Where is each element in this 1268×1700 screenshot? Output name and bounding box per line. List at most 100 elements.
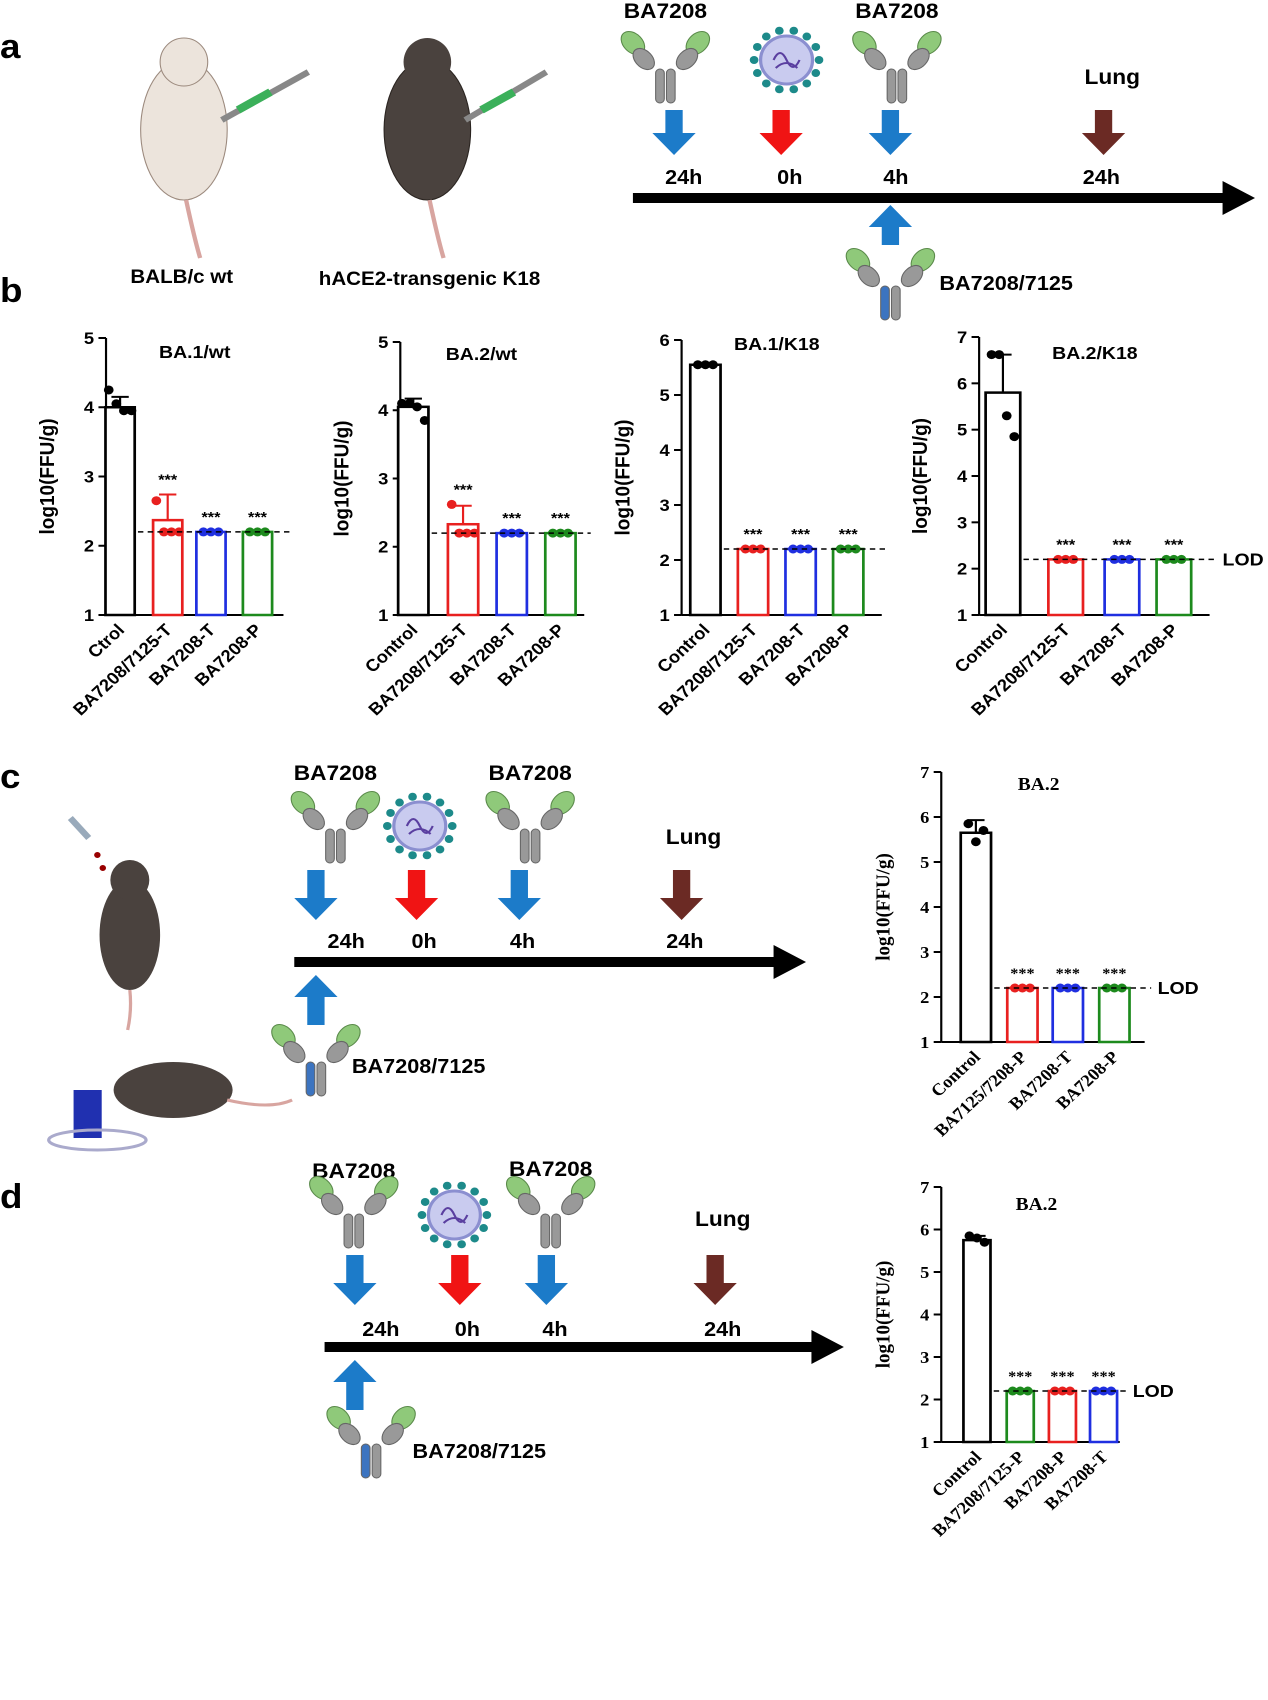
virus-spike [761,79,771,88]
antibody-stem [655,68,665,104]
arrow [294,975,338,1025]
lung-label: Lung [695,1207,750,1231]
virus-spike [761,32,771,41]
lung-label: Lung [1084,65,1139,89]
panel-letter: c [0,757,20,795]
arrow [438,1255,482,1305]
data-point [126,406,137,416]
time-label: 0h [411,931,436,953]
data-point [514,528,525,538]
virus-spike [408,792,417,801]
data-point [1025,983,1035,993]
antibody-stem [530,828,541,864]
y-tick-label: 4 [957,467,967,486]
antibody-arm [326,1040,349,1064]
antibody-arm [907,47,930,71]
antibody-stem [886,68,897,104]
y-axis-label: log10(FFU/g) [612,419,635,535]
y-tick-label: 6 [920,1220,929,1239]
significance: *** [502,511,522,527]
category-label: Control [950,620,1011,676]
antibody-arm [320,1192,344,1216]
y-tick-label: 1 [920,1433,929,1452]
virus-spike [422,792,432,801]
bar-chart: BA.2log10(FFU/g)1234567ControlBA7208/712… [872,1178,1174,1540]
antibody-label: BA7208 [624,0,707,23]
data-point [1001,411,1012,421]
virus-icon [749,26,824,94]
antibody-stem [890,285,901,321]
y-tick-label: 7 [920,1178,929,1197]
y-tick-label: 1 [957,606,967,625]
significance: *** [1008,1369,1033,1385]
virus-rna [405,818,434,835]
time-label: 24h [704,1319,741,1341]
data-point [972,1233,982,1243]
bar [241,530,274,617]
antibody-label: BA7208 [312,1159,395,1183]
antibody-arm [632,47,655,71]
data-point [843,544,854,554]
y-tick-label: 5 [659,386,669,405]
chart-title: BA.2/K18 [1052,343,1138,363]
antibody-stem [305,1061,316,1097]
y-axis-label: log10(FFU/g) [910,418,933,534]
virus-icon [382,792,457,860]
data-point [1017,983,1028,993]
virus-spike [752,42,762,51]
bar [688,363,722,617]
virus-spike [470,1187,479,1196]
virus-spike [789,85,799,94]
y-tick-label: 3 [957,513,967,532]
bar [446,522,480,617]
significance: *** [551,511,571,527]
y-tick-label: 1 [920,1033,929,1052]
virus-spike [420,1197,430,1206]
mouse-illustration [47,37,549,1152]
antibody-label: BA7208 [855,0,938,23]
virus-spike [442,1240,452,1249]
y-tick-label: 2 [659,551,669,570]
virus-spike [386,808,395,817]
virus-spike [420,1224,430,1233]
antibody-stem [371,1443,382,1479]
data-point [803,544,814,554]
bar [1155,558,1193,617]
antibody-arm [302,807,325,831]
bar [1097,986,1131,1044]
time-label: 0h [455,1319,480,1341]
bar [396,405,430,617]
bar-chart: BA.2/K18log10(FFU/g)1234567ControlBA7208… [910,328,1264,720]
antibody-arm [497,807,520,831]
y-tick-label: 2 [957,559,967,578]
virus-spike [417,1211,427,1219]
antibody-arm [338,1422,361,1446]
panel-letter: d [0,1177,22,1215]
bar [1047,558,1085,617]
virus-spike [429,1234,439,1243]
time-label: 24h [1083,167,1120,189]
antibody-stem [354,1213,365,1249]
significance: *** [158,472,178,488]
data-point [119,406,129,416]
arrow [333,1255,377,1305]
chart-title: BA.1/K18 [734,334,820,354]
virus-spike [442,1181,452,1190]
bar-chart: BA.1/K18log10(FFU/g)123456ControlBA7208/… [612,331,889,719]
data-point [795,544,806,554]
significance: *** [454,482,474,498]
significance: *** [839,527,859,543]
bar [784,547,818,617]
virus-spike [752,69,762,78]
y-tick-label: 2 [920,1390,929,1409]
bar [543,531,577,617]
virus-spike [774,26,784,35]
antibody-arm [381,1422,404,1446]
y-tick-label: 3 [378,469,388,488]
antibody-arm [345,807,369,831]
data-point [397,398,407,408]
virus-spike [470,1234,479,1243]
antibody-stem [551,1213,561,1249]
significance: *** [1164,537,1184,553]
arrow [524,1255,569,1305]
